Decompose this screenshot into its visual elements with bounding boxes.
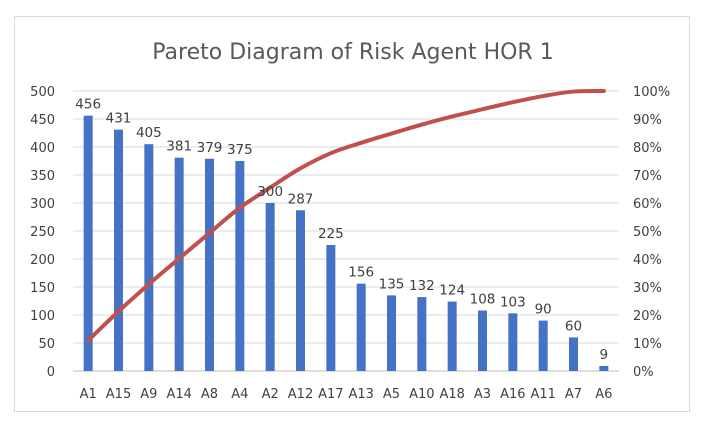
bar-A18 [447, 301, 457, 371]
data-label-A3: 108 [470, 292, 496, 308]
data-label-A6: 9 [600, 347, 609, 363]
data-label-A13: 156 [348, 265, 374, 281]
data-label-A11: 90 [535, 302, 552, 318]
data-label-A5: 135 [379, 276, 405, 292]
y-axis-tick-label: 450 [30, 113, 55, 128]
x-axis-tick-label: A9 [140, 387, 157, 402]
y-axis-tick-label: 100 [30, 309, 55, 324]
axes: 0 50 100 150 200 250 300 350 400 450 500 0% 10% 20% 30… [30, 85, 670, 402]
x-axis-tick-label: A4 [231, 387, 248, 402]
x-axis-tick-label: A18 [439, 387, 464, 402]
cumulative-line [86, 88, 606, 343]
x-axis-tick-label: A6 [595, 387, 612, 402]
data-label-A17: 225 [318, 226, 344, 242]
y-axis-tick-label: 200 [30, 253, 55, 268]
data-label-A14: 381 [166, 139, 192, 155]
y-axis-tick-label: 150 [30, 281, 55, 296]
y2-axis-tick-label: 30% [633, 281, 662, 296]
data-label-A7: 60 [565, 318, 582, 334]
pareto-chart: Pareto Diagram of Risk Agent HOR 1 456 43… [30, 40, 670, 402]
cumulative-line-series [86, 88, 606, 343]
y2-axis-tick-label: 70% [633, 169, 662, 184]
x-axis-tick-label: A16 [500, 387, 525, 402]
data-label-A8: 379 [197, 140, 223, 156]
y2-axis-tick-label: 40% [633, 253, 662, 268]
bar-A10 [417, 297, 427, 371]
chart-frame: Pareto Diagram of Risk Agent HOR 1 456 43… [14, 16, 690, 412]
x-axis-tick-label: A15 [106, 387, 131, 402]
x-axis-tick-label: A12 [288, 387, 313, 402]
y2-axis-tick-label: 60% [633, 197, 662, 212]
x-axis-tick-label: A2 [262, 387, 279, 402]
data-label-A4: 375 [227, 142, 253, 158]
data-label-A12: 287 [288, 191, 314, 207]
x-axis-tick-label: A7 [565, 387, 582, 402]
data-label-A10: 132 [409, 278, 435, 294]
bar-A9 [144, 144, 154, 371]
bar-A12 [296, 210, 305, 371]
y-axis-tick-label: 50 [38, 337, 55, 352]
x-axis-tick-label: A5 [383, 387, 400, 402]
x-axis-tick-label: A10 [409, 387, 434, 402]
y2-axis-tick-label: 50% [633, 225, 662, 240]
bar-A2 [265, 203, 275, 371]
y2-axis-tick-label: 20% [633, 309, 662, 324]
y2-axis-tick-label: 80% [633, 141, 662, 156]
data-label-A2: 300 [257, 184, 283, 200]
bar-series [83, 115, 609, 371]
y-axis-tick-label: 400 [30, 141, 55, 156]
y-axis-tick-label: 500 [30, 85, 55, 100]
bar-A3 [478, 310, 487, 371]
x-axis-tick-label: A8 [201, 387, 218, 402]
bar-A13 [356, 283, 366, 371]
y2-axis-tick-label: 100% [633, 85, 670, 100]
y2-axis-tick-label: 90% [633, 113, 662, 128]
y2-axis-tick-label: 10% [633, 337, 662, 352]
data-label-A1: 456 [75, 97, 101, 113]
data-label-A9: 405 [136, 125, 162, 141]
y2-axis-tick-label: 0% [633, 365, 654, 380]
bar-A15 [114, 129, 123, 371]
bar-A16 [508, 313, 518, 371]
chart-title: Pareto Diagram of Risk Agent HOR 1 [152, 40, 553, 65]
bar-A6 [599, 365, 609, 371]
x-axis-tick-label: A14 [166, 387, 191, 402]
bar-A8 [205, 158, 214, 371]
bar-A4 [235, 161, 245, 371]
x-axis-tick-label: A13 [348, 387, 373, 402]
bar-A7 [569, 337, 578, 371]
x-axis-tick-label: A1 [80, 387, 97, 402]
y-axis-tick-label: 0 [47, 365, 55, 380]
y-axis-tick-label: 250 [30, 225, 55, 240]
x-axis-tick-label: A3 [474, 387, 491, 402]
data-label-A16: 103 [500, 294, 526, 310]
x-axis-tick-label: A11 [530, 387, 555, 402]
y-axis-tick-label: 350 [30, 169, 55, 184]
y-axis-tick-label: 300 [30, 197, 55, 212]
x-axis-tick-label: A17 [318, 387, 343, 402]
bar-A14 [174, 157, 184, 371]
bar-A5 [387, 295, 396, 371]
bar-A11 [538, 320, 548, 371]
data-label-A18: 124 [439, 283, 465, 299]
bar-A1 [83, 115, 93, 371]
bar-A17 [326, 245, 336, 371]
data-label-A15: 431 [106, 111, 132, 127]
